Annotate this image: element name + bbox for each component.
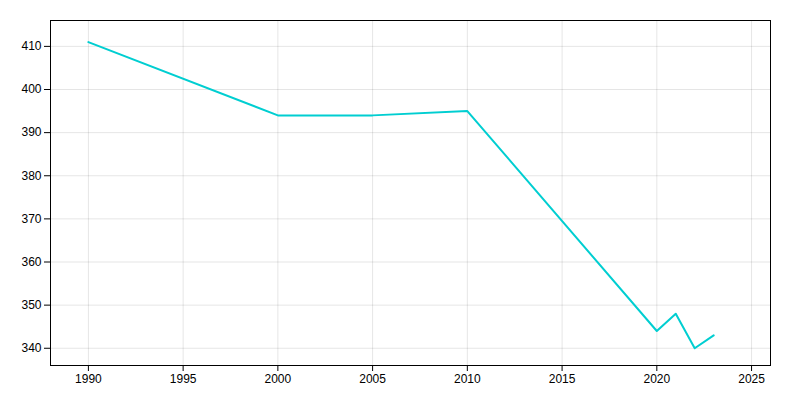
svg-text:2025: 2025 bbox=[738, 372, 765, 386]
svg-text:2010: 2010 bbox=[454, 372, 481, 386]
svg-text:390: 390 bbox=[21, 125, 41, 139]
svg-text:2005: 2005 bbox=[359, 372, 386, 386]
svg-text:2020: 2020 bbox=[643, 372, 670, 386]
svg-text:350: 350 bbox=[21, 298, 41, 312]
svg-text:410: 410 bbox=[21, 39, 41, 53]
svg-text:2015: 2015 bbox=[549, 372, 576, 386]
svg-text:1990: 1990 bbox=[75, 372, 102, 386]
svg-text:400: 400 bbox=[21, 82, 41, 96]
svg-text:2000: 2000 bbox=[265, 372, 292, 386]
svg-text:380: 380 bbox=[21, 169, 41, 183]
svg-text:1995: 1995 bbox=[170, 372, 197, 386]
svg-text:370: 370 bbox=[21, 212, 41, 226]
svg-text:340: 340 bbox=[21, 341, 41, 355]
svg-text:360: 360 bbox=[21, 255, 41, 269]
